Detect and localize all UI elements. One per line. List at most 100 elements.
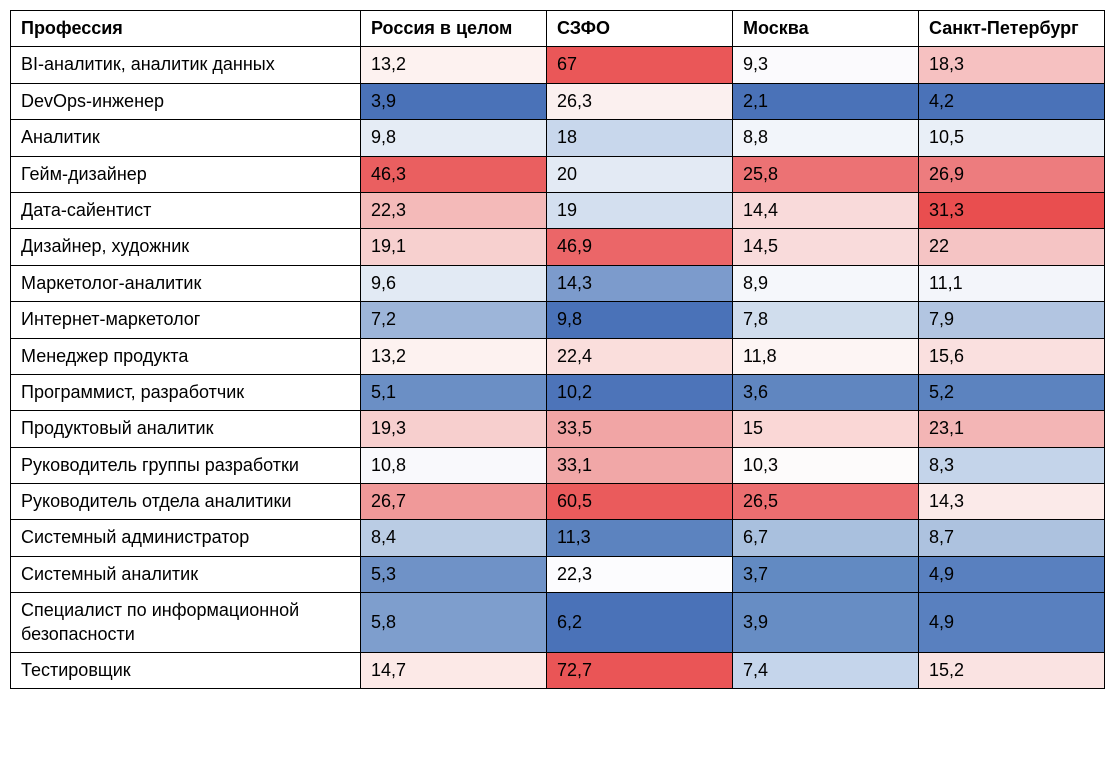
table-row: Руководитель группы разработки10,833,110… — [11, 447, 1105, 483]
value-cell: 10,3 — [733, 447, 919, 483]
table-header: Профессия Россия в целом СЗФО Москва Сан… — [11, 11, 1105, 47]
value-cell: 15 — [733, 411, 919, 447]
value-cell: 33,5 — [547, 411, 733, 447]
profession-cell: Системный аналитик — [11, 556, 361, 592]
value-cell: 10,8 — [361, 447, 547, 483]
value-cell: 7,2 — [361, 302, 547, 338]
profession-cell: BI-аналитик, аналитик данных — [11, 47, 361, 83]
value-cell: 18 — [547, 120, 733, 156]
profession-cell: Интернет-маркетолог — [11, 302, 361, 338]
value-cell: 9,3 — [733, 47, 919, 83]
table-row: DevOps-инженер3,926,32,14,2 — [11, 83, 1105, 119]
value-cell: 11,3 — [547, 520, 733, 556]
table-row: Дата-сайентист22,31914,431,3 — [11, 192, 1105, 228]
value-cell: 19,3 — [361, 411, 547, 447]
profession-cell: Тестировщик — [11, 653, 361, 689]
value-cell: 22,4 — [547, 338, 733, 374]
col-header-spb: Санкт-Петербург — [919, 11, 1105, 47]
profession-cell: Руководитель отдела аналитики — [11, 484, 361, 520]
value-cell: 14,3 — [919, 484, 1105, 520]
value-cell: 22,3 — [361, 192, 547, 228]
value-cell: 4,9 — [919, 593, 1105, 653]
value-cell: 13,2 — [361, 47, 547, 83]
value-cell: 4,2 — [919, 83, 1105, 119]
table-row: Менеджер продукта13,222,411,815,6 — [11, 338, 1105, 374]
col-header-moscow: Москва — [733, 11, 919, 47]
profession-cell: Дизайнер, художник — [11, 229, 361, 265]
value-cell: 31,3 — [919, 192, 1105, 228]
heatmap-table: Профессия Россия в целом СЗФО Москва Сан… — [10, 10, 1105, 689]
value-cell: 3,9 — [361, 83, 547, 119]
value-cell: 6,2 — [547, 593, 733, 653]
profession-cell: DevOps-инженер — [11, 83, 361, 119]
value-cell: 8,4 — [361, 520, 547, 556]
table-row: Продуктовый аналитик19,333,51523,1 — [11, 411, 1105, 447]
value-cell: 5,1 — [361, 374, 547, 410]
value-cell: 15,2 — [919, 653, 1105, 689]
value-cell: 14,5 — [733, 229, 919, 265]
profession-cell: Гейм-дизайнер — [11, 156, 361, 192]
value-cell: 22 — [919, 229, 1105, 265]
col-header-profession: Профессия — [11, 11, 361, 47]
value-cell: 23,1 — [919, 411, 1105, 447]
value-cell: 15,6 — [919, 338, 1105, 374]
value-cell: 46,9 — [547, 229, 733, 265]
value-cell: 60,5 — [547, 484, 733, 520]
value-cell: 14,3 — [547, 265, 733, 301]
table-row: Руководитель отдела аналитики26,760,526,… — [11, 484, 1105, 520]
table-row: Системный администратор8,411,36,78,7 — [11, 520, 1105, 556]
value-cell: 7,8 — [733, 302, 919, 338]
profession-cell: Маркетолог-аналитик — [11, 265, 361, 301]
table-body: BI-аналитик, аналитик данных13,2679,318,… — [11, 47, 1105, 689]
value-cell: 10,2 — [547, 374, 733, 410]
value-cell: 26,5 — [733, 484, 919, 520]
value-cell: 67 — [547, 47, 733, 83]
col-header-szfo: СЗФО — [547, 11, 733, 47]
profession-cell: Продуктовый аналитик — [11, 411, 361, 447]
col-header-russia: Россия в целом — [361, 11, 547, 47]
value-cell: 11,1 — [919, 265, 1105, 301]
table-row: Тестировщик14,772,77,415,2 — [11, 653, 1105, 689]
value-cell: 8,3 — [919, 447, 1105, 483]
value-cell: 19,1 — [361, 229, 547, 265]
value-cell: 14,7 — [361, 653, 547, 689]
value-cell: 4,9 — [919, 556, 1105, 592]
value-cell: 26,9 — [919, 156, 1105, 192]
table-row: Интернет-маркетолог7,29,87,87,9 — [11, 302, 1105, 338]
value-cell: 26,7 — [361, 484, 547, 520]
value-cell: 8,7 — [919, 520, 1105, 556]
value-cell: 5,2 — [919, 374, 1105, 410]
header-row: Профессия Россия в целом СЗФО Москва Сан… — [11, 11, 1105, 47]
value-cell: 3,7 — [733, 556, 919, 592]
value-cell: 9,8 — [361, 120, 547, 156]
value-cell: 9,6 — [361, 265, 547, 301]
profession-cell: Программист, разработчик — [11, 374, 361, 410]
value-cell: 13,2 — [361, 338, 547, 374]
profession-cell: Аналитик — [11, 120, 361, 156]
value-cell: 22,3 — [547, 556, 733, 592]
value-cell: 3,9 — [733, 593, 919, 653]
value-cell: 2,1 — [733, 83, 919, 119]
value-cell: 8,8 — [733, 120, 919, 156]
value-cell: 10,5 — [919, 120, 1105, 156]
table-row: Маркетолог-аналитик9,614,38,911,1 — [11, 265, 1105, 301]
table-row: Системный аналитик5,322,33,74,9 — [11, 556, 1105, 592]
table-row: Программист, разработчик5,110,23,65,2 — [11, 374, 1105, 410]
profession-cell: Системный администратор — [11, 520, 361, 556]
value-cell: 26,3 — [547, 83, 733, 119]
value-cell: 3,6 — [733, 374, 919, 410]
table-row: BI-аналитик, аналитик данных13,2679,318,… — [11, 47, 1105, 83]
table-row: Специалист по информационной безопасност… — [11, 593, 1105, 653]
value-cell: 14,4 — [733, 192, 919, 228]
profession-cell: Менеджер продукта — [11, 338, 361, 374]
value-cell: 9,8 — [547, 302, 733, 338]
value-cell: 19 — [547, 192, 733, 228]
profession-cell: Дата-сайентист — [11, 192, 361, 228]
profession-cell: Специалист по информационной безопасност… — [11, 593, 361, 653]
value-cell: 7,9 — [919, 302, 1105, 338]
value-cell: 8,9 — [733, 265, 919, 301]
table-row: Дизайнер, художник19,146,914,522 — [11, 229, 1105, 265]
value-cell: 33,1 — [547, 447, 733, 483]
value-cell: 5,3 — [361, 556, 547, 592]
value-cell: 11,8 — [733, 338, 919, 374]
